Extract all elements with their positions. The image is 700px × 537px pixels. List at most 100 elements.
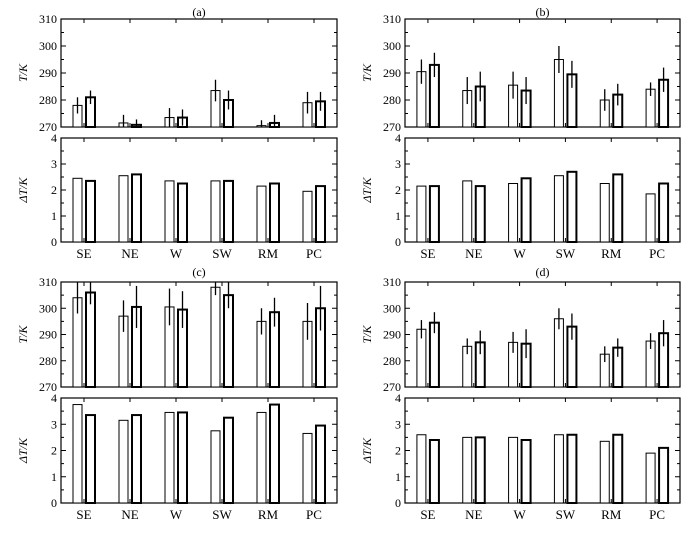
chart1-bottom-bar-s1-se (428, 185, 440, 244)
chart1-panel-title: (b) (536, 5, 550, 19)
chart0-bottom-bar-s0-ne (118, 175, 129, 243)
chart2-bottom-bar-s0-pc (302, 432, 313, 504)
chart2-top-bar-s1-sw (223, 294, 234, 388)
chart1-bottom-bar-s1-pc (658, 182, 670, 243)
chart3-top-ytick-label: 300 (383, 301, 401, 315)
chart3-bottom-bar-s0-w (508, 436, 519, 504)
chart2-bottom-ytick-label: 0 (51, 496, 57, 510)
chart1-top-ytick-label: 270 (383, 120, 401, 134)
chart1-top-ytick-label: 310 (383, 12, 401, 26)
chart0-bottom-bar-s1-pc (315, 185, 326, 244)
chart2-bottom-category-label: NE (121, 507, 138, 522)
chart3-bottom-bar-s0-ne (462, 436, 473, 504)
chart3-bottom-ylabel: ΔT/K (360, 437, 374, 464)
chart1-bottom-category-label: NE (465, 246, 482, 261)
chart1-bottom-category-label: SE (420, 246, 435, 261)
chart1-bottom-bar-s1-w (520, 177, 532, 244)
chart1-top-ytick-label: 280 (383, 93, 401, 107)
chart1-bottom-bar-s1-rm (612, 173, 624, 243)
chart2-panel-title: (c) (192, 265, 205, 279)
chart3-bottom-category-label: W (513, 507, 526, 522)
chart0-bottom-bar-s0-w (164, 180, 175, 243)
chart1-bottom-frame (404, 137, 681, 243)
chart0-bottom-bar-s0-rm (256, 185, 267, 243)
chart2-top-frame (60, 281, 338, 388)
chart3-bottom-bar-s1-ne (474, 436, 486, 504)
chart0-top-ytick-label: 310 (39, 12, 57, 26)
chart2-bottom-bar-s1-se (85, 414, 96, 504)
chart0-bottom-category-label: NE (121, 246, 138, 261)
chart2-bottom-category-label: SE (76, 507, 91, 522)
chart1-bottom-category-label: W (513, 246, 526, 261)
chart3-bottom-bar-s1-se (428, 439, 440, 504)
chart1-bottom-bar-s0-w (508, 183, 519, 243)
chart0-bottom-bar-s0-pc (302, 190, 313, 243)
chart2-bottom-ytick-label: 4 (51, 391, 57, 405)
chart3-bottom-category-label: SE (420, 507, 435, 522)
chart0-top-frame (60, 18, 338, 128)
chart3-bottom-ytick-label: 2 (395, 444, 401, 458)
chart2-top-ylabel: T/K (16, 325, 30, 344)
chart0-top-ytick-label: 270 (39, 120, 57, 134)
chart0-bottom-ytick-label: 1 (51, 209, 57, 223)
chart3-bottom-bar-s0-pc (645, 452, 656, 504)
chart3-bottom-ytick-label: 0 (395, 496, 401, 510)
chart3-top-ytick-label: 310 (383, 275, 401, 289)
chart2-top-ytick-label: 280 (39, 354, 57, 368)
chart0-top-ytick-label: 290 (39, 66, 57, 80)
chart0-bottom-bar-s0-se (72, 177, 83, 243)
chart0-bottom-frame (60, 137, 338, 243)
chart1-bottom-bar-s1-ne (474, 185, 486, 244)
chart2-bottom-category-label: PC (306, 507, 322, 522)
chart3-bottom-ytick-label: 1 (395, 470, 401, 484)
chart1-bottom-bar-s0-pc (645, 193, 656, 243)
chart2-bottom-bar-s0-w (164, 411, 175, 504)
chart1-top-ylabel: T/K (360, 63, 374, 82)
chart2-bottom-bar-s0-rm (256, 411, 267, 504)
chart3-bottom-bar-s0-rm (599, 440, 610, 504)
chart1-bottom-bar-s0-se (416, 185, 427, 243)
chart0-panel-title: (a) (192, 5, 205, 19)
chart1-top-ytick-label: 290 (383, 66, 401, 80)
chart2-top-ytick-label: 290 (39, 328, 57, 342)
chart2-top-ytick-label: 270 (39, 380, 57, 394)
chart3-bottom-ytick-label: 3 (395, 417, 401, 431)
chart0-bottom-ytick-label: 3 (51, 157, 57, 171)
chart2-bottom-bar-s0-ne (118, 419, 129, 504)
chart3-bottom-bar-s1-sw (566, 433, 578, 504)
chart1-bottom-ylabel: ΔT/K (360, 176, 374, 203)
chart3-bottom-frame (404, 397, 681, 504)
chart3-top-ytick-label: 280 (383, 354, 401, 368)
chart2-bottom-frame (60, 397, 338, 504)
chart1-bottom-ytick-label: 2 (395, 183, 401, 197)
chart0-bottom-category-label: SW (212, 246, 232, 261)
chart3-panel-title: (d) (536, 265, 550, 279)
chart0-bottom-category-label: SE (76, 246, 91, 261)
chart2-bottom-bar-s1-rm (269, 403, 280, 504)
chart3-bottom-ytick-label: 4 (395, 391, 401, 405)
chart1-bottom-category-label: PC (649, 246, 665, 261)
chart3-top-ytick-label: 290 (383, 328, 401, 342)
chart2-bottom-category-label: SW (212, 507, 232, 522)
chart2-bottom-bar-s1-w (177, 411, 188, 504)
chart0-top-ytick-label: 280 (39, 93, 57, 107)
chart0-bottom-bar-s1-se (85, 179, 96, 243)
chart0-bottom-ytick-label: 2 (51, 183, 57, 197)
chart0-bottom-category-label: W (170, 246, 183, 261)
chart3-bottom-category-label: PC (649, 507, 665, 522)
chart2-bottom-bar-s1-sw (223, 416, 234, 504)
chart3-top-ytick-label: 270 (383, 380, 401, 394)
chart2-bottom-ytick-label: 3 (51, 417, 57, 431)
chart1-bottom-category-label: RM (601, 246, 622, 261)
chart1-bottom-bar-s1-sw (566, 170, 578, 243)
chart1-bottom-ytick-label: 4 (395, 131, 401, 145)
chart0-bottom-bar-s1-rm (269, 182, 280, 243)
chart2-bottom-ylabel: ΔT/K (16, 437, 30, 464)
chart0-bottom-bar-s1-sw (223, 179, 234, 243)
chart2-top-bar-s1-se (85, 291, 96, 388)
chart2-bottom-ytick-label: 2 (51, 444, 57, 458)
chart3-bottom-category-label: SW (556, 507, 576, 522)
chart2-top-ytick-label: 310 (39, 275, 57, 289)
chart3-bottom-bar-s0-se (416, 434, 427, 504)
